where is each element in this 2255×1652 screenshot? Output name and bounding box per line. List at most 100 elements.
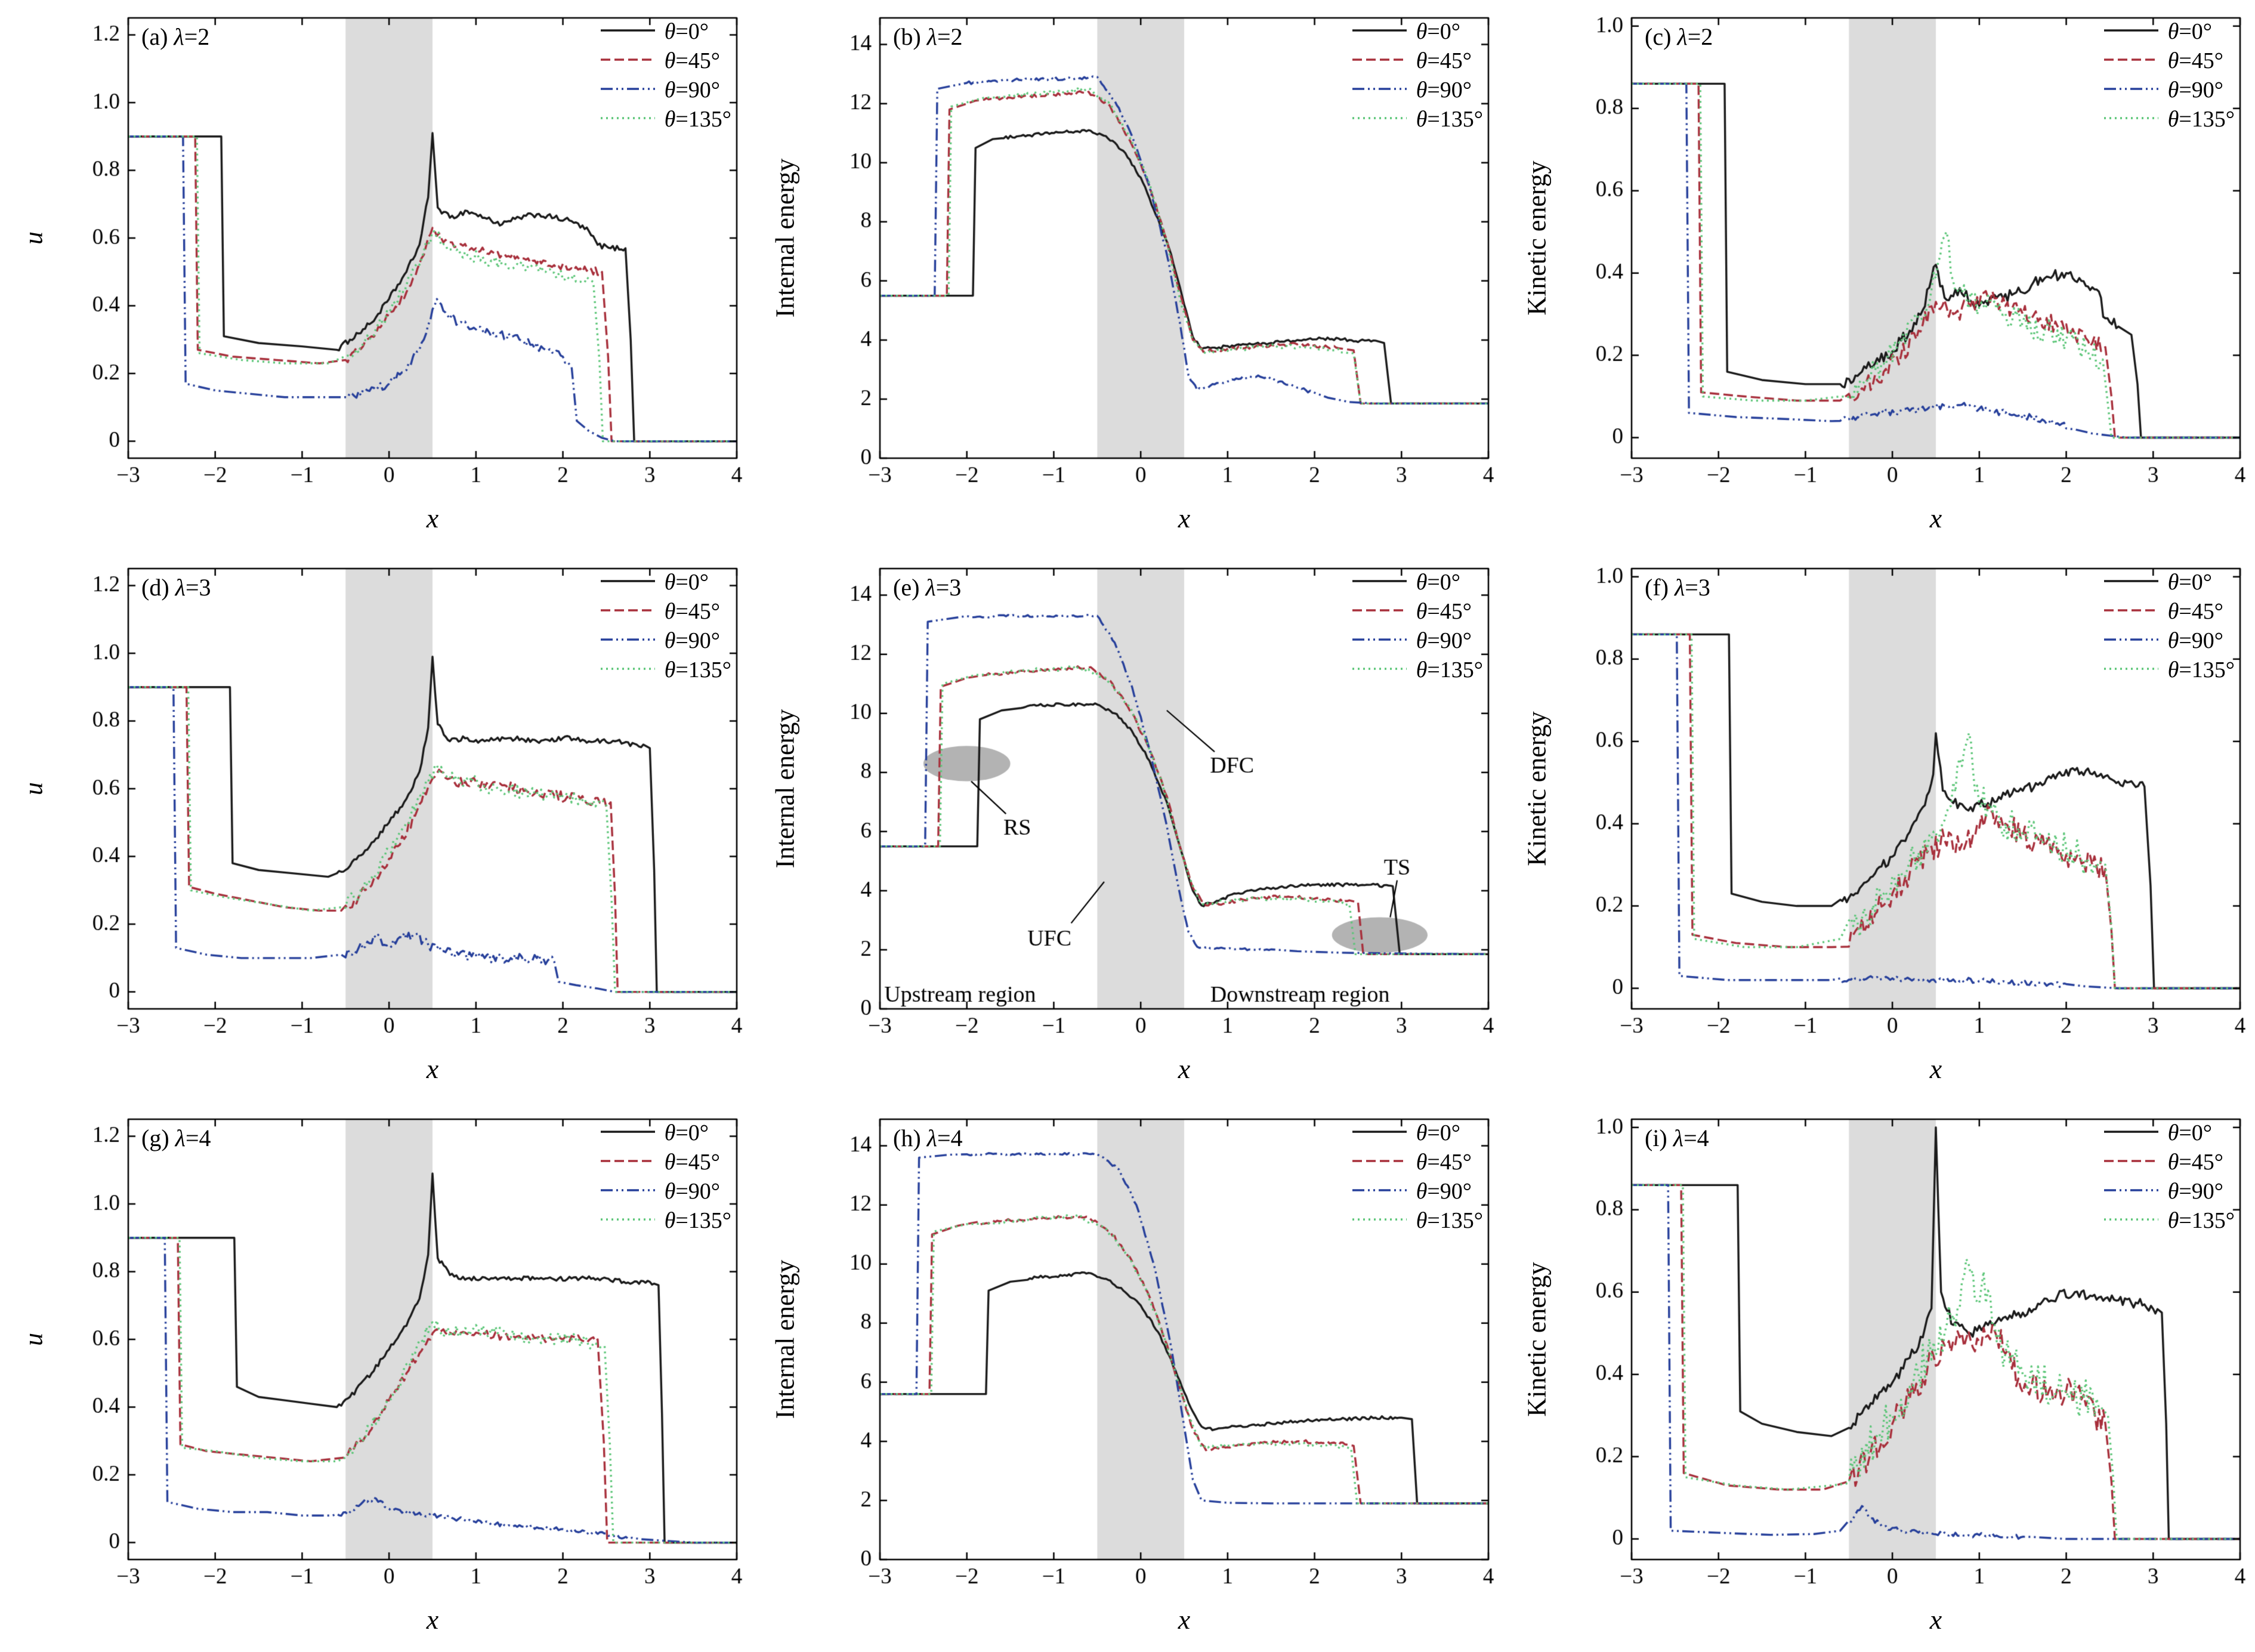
legend-label-0: θ=0° — [664, 570, 709, 595]
legend-item-0: θ=0° — [600, 569, 731, 596]
legend-item-1: θ=45° — [1351, 1148, 1483, 1176]
legend-line-sample-3 — [1351, 114, 1408, 125]
legend-label-0: θ=0° — [1416, 1120, 1460, 1145]
plot-canvas-h — [752, 1101, 1503, 1652]
legend-label-3: θ=135° — [664, 107, 731, 132]
legend-label-2: θ=90° — [1416, 1179, 1472, 1204]
legend-item-2: θ=90° — [600, 627, 731, 654]
legend-line-sample-3 — [600, 665, 656, 675]
legend: θ=0° θ=45° θ=90° θ=135° — [600, 569, 731, 684]
legend-line-sample-2 — [600, 1186, 656, 1197]
legend-label-1: θ=45° — [1416, 1150, 1472, 1175]
legend-line-sample-3 — [1351, 1215, 1408, 1226]
legend-line-sample-1 — [1351, 55, 1408, 66]
plot-canvas-f — [1503, 551, 2255, 1101]
legend-label-1: θ=45° — [2167, 599, 2223, 624]
panel-i: (i) λ=4 Kinetic energy x θ=0° θ=45° θ=90° θ=13… — [1503, 1101, 2255, 1652]
x-axis-label: x — [1178, 503, 1191, 533]
legend-label-2: θ=90° — [1416, 628, 1472, 653]
y-axis-label: Internal energy — [770, 158, 800, 318]
legend-line-sample-1 — [2103, 1157, 2160, 1168]
x-axis-label: x — [426, 503, 439, 533]
panel-f: (f) λ=3 Kinetic energy x θ=0° θ=45° θ=90° θ=13… — [1503, 551, 2255, 1101]
legend-item-1: θ=45° — [2103, 47, 2235, 75]
legend-label-0: θ=0° — [664, 19, 709, 44]
legend-item-1: θ=45° — [600, 598, 731, 625]
y-axis-label: u — [18, 782, 48, 795]
legend-item-1: θ=45° — [600, 1148, 731, 1176]
legend-label-3: θ=135° — [1416, 107, 1483, 132]
legend-item-1: θ=45° — [2103, 598, 2235, 625]
legend: θ=0° θ=45° θ=90° θ=135° — [2103, 569, 2235, 684]
plot-canvas-c — [1503, 0, 2255, 551]
legend-label-0: θ=0° — [1416, 19, 1460, 44]
legend-label-0: θ=0° — [1416, 570, 1460, 595]
legend-item-0: θ=0° — [2103, 569, 2235, 596]
x-axis-label: x — [1178, 1604, 1191, 1635]
y-axis-label: Internal energy — [770, 709, 800, 869]
legend-line-sample-3 — [1351, 665, 1408, 675]
legend-line-sample-1 — [2103, 55, 2160, 66]
legend-item-3: θ=135° — [2103, 1207, 2235, 1234]
panel-h: (h) λ=4 Internal energy x θ=0° θ=45° θ=90° θ=1… — [752, 1101, 1503, 1652]
legend-label-2: θ=90° — [2167, 628, 2223, 653]
plot-canvas-b — [752, 0, 1503, 551]
legend-label-3: θ=135° — [664, 657, 731, 683]
panel-c: (c) λ=2 Kinetic energy x θ=0° θ=45° θ=90° θ=13… — [1503, 0, 2255, 551]
legend-item-3: θ=135° — [1351, 106, 1483, 133]
legend-label-3: θ=135° — [2167, 1208, 2235, 1233]
plot-canvas-g — [0, 1101, 752, 1652]
legend-line-sample-2 — [1351, 635, 1408, 646]
legend-line-sample-0 — [600, 577, 656, 588]
panel-title-c: (c) λ=2 — [1645, 23, 1713, 50]
x-axis-label: x — [1178, 1054, 1191, 1084]
legend-item-1: θ=45° — [1351, 598, 1483, 625]
legend-line-sample-3 — [2103, 114, 2160, 125]
legend-item-2: θ=90° — [2103, 1178, 2235, 1205]
legend-label-3: θ=135° — [1416, 657, 1483, 683]
panel-title-g: (g) λ=4 — [141, 1125, 211, 1151]
legend-line-sample-0 — [1351, 26, 1408, 37]
x-axis-label: x — [1929, 1054, 1942, 1084]
legend-line-sample-2 — [1351, 1186, 1408, 1197]
panel-title-d: (d) λ=3 — [141, 574, 211, 601]
panel-title-i: (i) λ=4 — [1645, 1125, 1709, 1151]
legend-item-0: θ=0° — [600, 1119, 731, 1147]
legend-line-sample-0 — [600, 1128, 656, 1138]
plot-canvas-e — [752, 551, 1503, 1101]
legend-line-sample-3 — [600, 114, 656, 125]
legend-item-2: θ=90° — [600, 76, 731, 104]
legend-line-sample-1 — [600, 55, 656, 66]
legend-line-sample-0 — [1351, 577, 1408, 588]
panel-title-h: (h) λ=4 — [893, 1125, 963, 1151]
legend-label-2: θ=90° — [1416, 78, 1472, 103]
legend-item-0: θ=0° — [1351, 18, 1483, 45]
panel-d: (d) λ=3 u x θ=0° θ=45° θ=90° θ=135° — [0, 551, 752, 1101]
legend-line-sample-1 — [1351, 1157, 1408, 1168]
legend-line-sample-1 — [600, 606, 656, 617]
legend: θ=0° θ=45° θ=90° θ=135° — [600, 18, 731, 133]
legend-item-2: θ=90° — [1351, 76, 1483, 104]
plot-canvas-a — [0, 0, 752, 551]
legend-item-0: θ=0° — [2103, 18, 2235, 45]
legend-line-sample-1 — [1351, 606, 1408, 617]
legend-label-1: θ=45° — [664, 1150, 720, 1175]
legend: θ=0° θ=45° θ=90° θ=135° — [600, 1119, 731, 1234]
legend: θ=0° θ=45° θ=90° θ=135° — [1351, 18, 1483, 133]
legend-item-3: θ=135° — [600, 106, 731, 133]
legend-item-2: θ=90° — [2103, 76, 2235, 104]
legend-label-2: θ=90° — [664, 78, 720, 103]
legend-line-sample-2 — [600, 85, 656, 95]
x-axis-label: x — [1929, 503, 1942, 533]
legend-label-3: θ=135° — [1416, 1208, 1483, 1233]
legend-line-sample-2 — [2103, 85, 2160, 95]
y-axis-label: Internal energy — [770, 1259, 800, 1419]
legend-label-1: θ=45° — [664, 48, 720, 73]
x-axis-label: x — [1929, 1604, 1942, 1635]
panel-title-a: (a) λ=2 — [141, 23, 210, 50]
legend-line-sample-2 — [2103, 635, 2160, 646]
legend-label-2: θ=90° — [2167, 1179, 2223, 1204]
panel-title-b: (b) λ=2 — [893, 23, 963, 50]
legend-line-sample-3 — [2103, 1215, 2160, 1226]
y-axis-label: Kinetic energy — [1522, 711, 1552, 866]
